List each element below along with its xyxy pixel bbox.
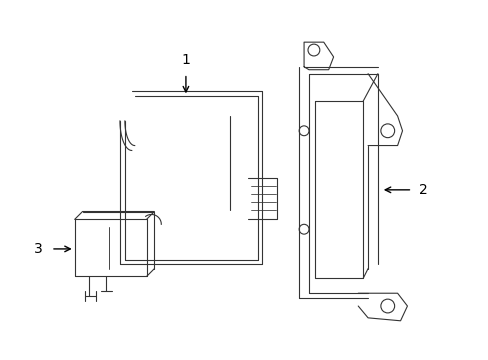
Text: 2: 2 <box>418 183 427 197</box>
Text: 3: 3 <box>34 242 43 256</box>
Text: 1: 1 <box>181 53 190 67</box>
